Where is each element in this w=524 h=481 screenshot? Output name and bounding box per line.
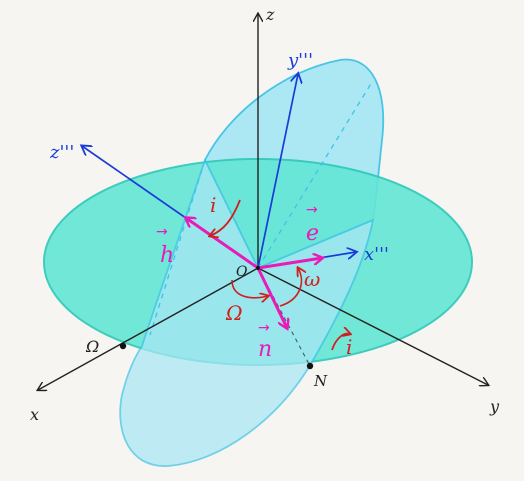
label-angle-i-upper: i: [210, 193, 216, 217]
angle-arc-omega-big: [231, 279, 268, 298]
orbital-plane-front: [119, 157, 375, 467]
orbital-plane-dashed-upper: [257, 81, 373, 269]
label-axis-x: x: [30, 405, 39, 424]
label-angle-omega-small: ω: [304, 267, 320, 291]
angle-arc-i-lower: [331, 334, 350, 351]
y3-axis: [257, 74, 298, 269]
angle-arc-i-upper: [210, 199, 241, 236]
node-point-n: [306, 362, 314, 370]
vector-n: [256, 267, 287, 328]
label-axis-z3: z''': [49, 142, 74, 163]
vector-n-arrow-mark: →: [258, 320, 270, 336]
label-node-n: N: [313, 372, 328, 390]
label-vector-h: h: [160, 243, 174, 268]
origin-point: [256, 266, 260, 270]
vector-e-arrow-mark: →: [306, 202, 318, 218]
label-axis-z: z: [265, 5, 275, 24]
label-angle-i-lower: i: [346, 335, 352, 359]
vector-h-arrow-mark: →: [156, 224, 168, 240]
label-angle-omega-big: Ω: [225, 301, 243, 325]
vector-h: [186, 218, 259, 270]
label-axis-y: y: [489, 397, 500, 416]
angle-arc-omega-small: [279, 268, 301, 307]
label-ascending-node: Ω: [85, 337, 99, 356]
label-vector-e: e: [306, 221, 319, 246]
y-axis: [257, 267, 488, 385]
orbital-plane-dashed-left: [149, 159, 206, 336]
ascending-node-point: [119, 342, 127, 350]
x-axis: [38, 267, 259, 390]
label-origin: O: [236, 264, 248, 280]
vector-e: [257, 258, 322, 270]
label-axis-y3: y''': [287, 50, 313, 71]
label-axis-x3: x''': [364, 244, 389, 265]
label-vector-n: n: [258, 337, 272, 362]
